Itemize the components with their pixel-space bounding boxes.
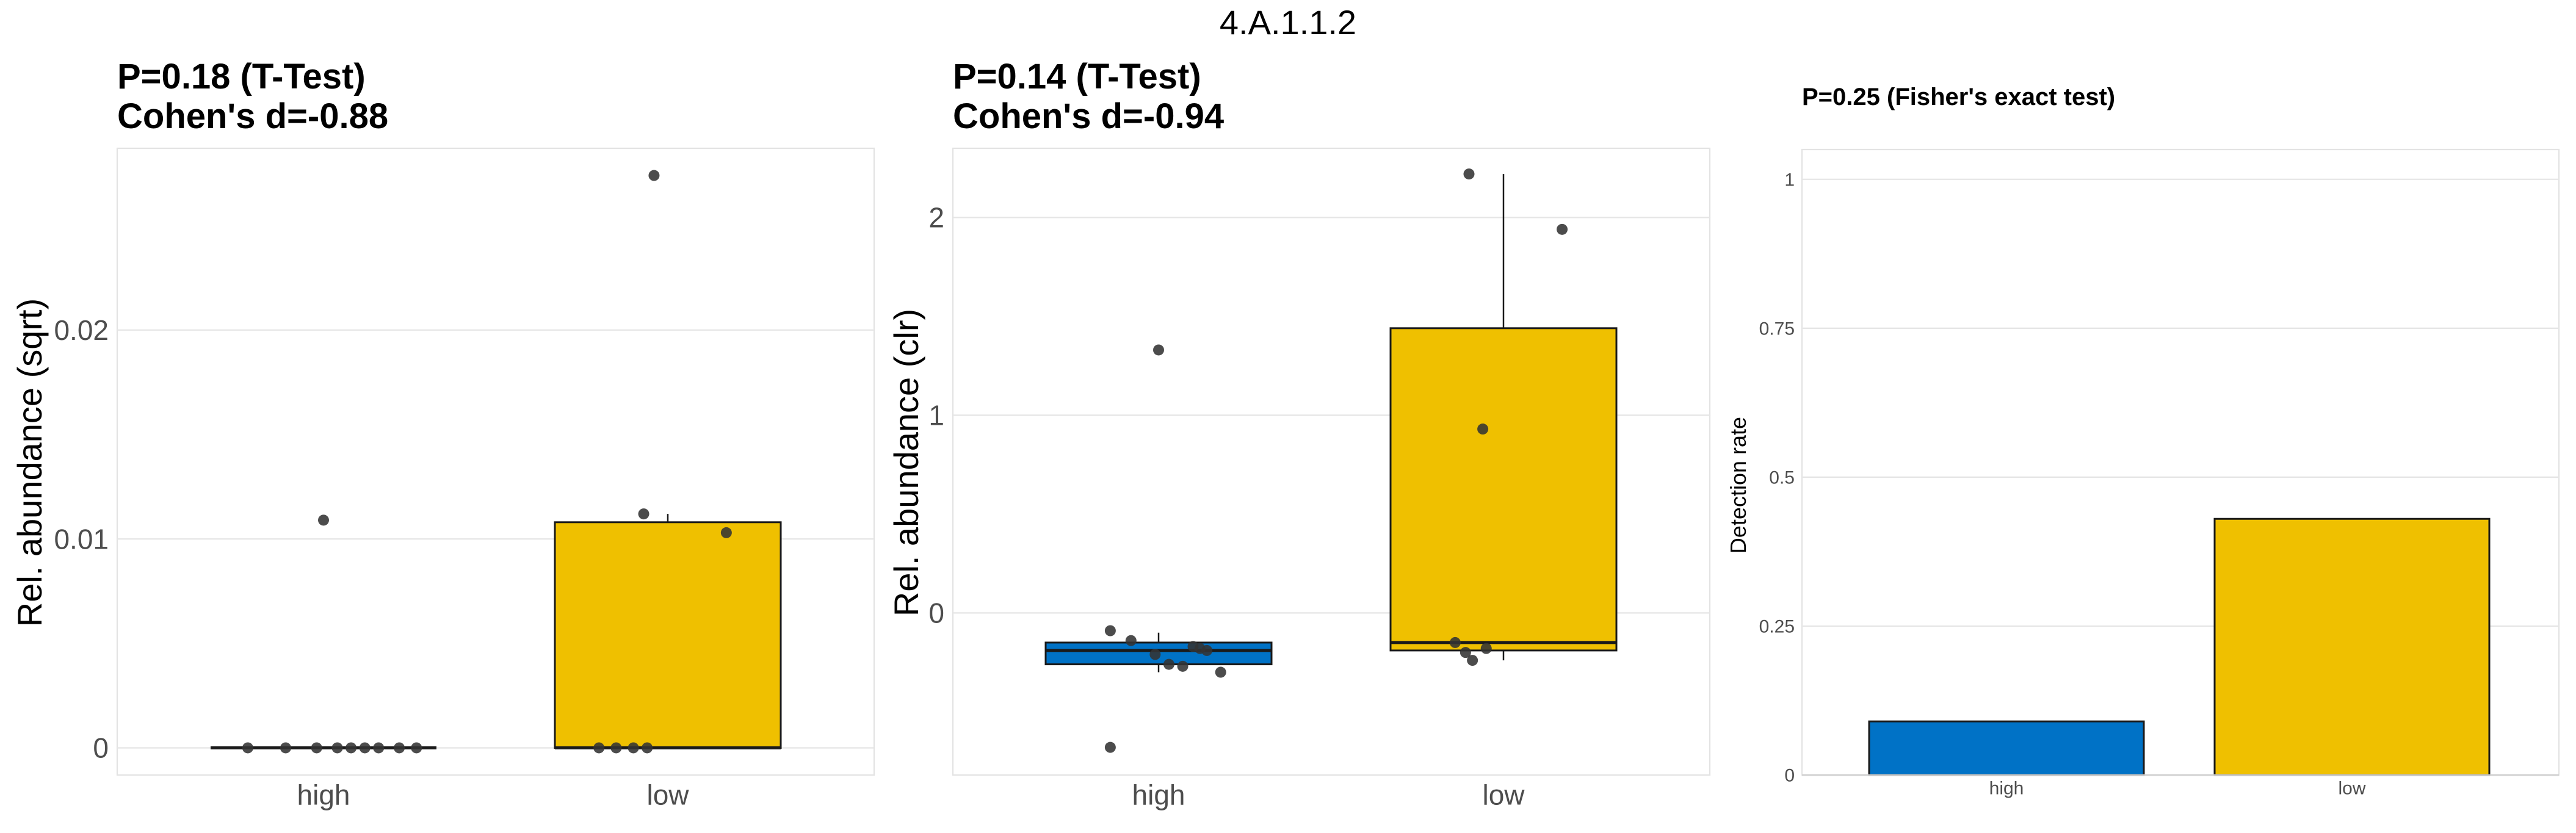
y-tick-label: 0.25 xyxy=(1759,616,1795,636)
data-point-high xyxy=(394,742,405,754)
box-low xyxy=(1389,327,1618,652)
y-tick-label: 0.5 xyxy=(1769,467,1795,488)
data-point-low xyxy=(638,508,649,520)
panel-1-ticks: 0 0.01 0.02 high low xyxy=(54,314,689,810)
data-point-low xyxy=(593,742,605,754)
data-point-high xyxy=(331,742,343,754)
y-tick-label: 0 xyxy=(928,597,944,629)
y-tick-label: 0 xyxy=(93,732,109,764)
data-point-high xyxy=(280,742,291,754)
data-point-low xyxy=(1467,655,1478,666)
data-point-high xyxy=(1215,666,1226,678)
data-point-low xyxy=(1460,647,1471,658)
y-tick-label: 2 xyxy=(928,201,944,233)
data-point-high xyxy=(242,742,253,754)
figure-title: 4.A.1.1.2 xyxy=(1220,3,1356,41)
data-point-high xyxy=(1149,649,1161,660)
data-point-high xyxy=(411,742,422,754)
data-point-high xyxy=(1153,344,1164,356)
x-tick-label-low: low xyxy=(1482,779,1525,810)
panel-relative-abundance-clr: P=0.14 (T-Test) Cohen's d=-0.94 Rel. abu… xyxy=(887,57,1711,810)
data-point-high xyxy=(1163,658,1174,670)
panel-2-plot-frame xyxy=(952,147,1711,776)
x-tick-label-high: high xyxy=(1989,779,2024,799)
y-tick-label: 0.02 xyxy=(54,314,109,346)
data-point-low xyxy=(1477,424,1489,435)
data-point-high xyxy=(318,514,329,526)
bar-low xyxy=(2213,517,2491,776)
data-point-high xyxy=(311,742,322,754)
data-point-low xyxy=(1449,636,1461,648)
panel-1-title-line-1: P=0.18 (T-Test) xyxy=(117,57,366,96)
panel-1-title-line-2: Cohen's d=-0.88 xyxy=(117,96,388,136)
data-point-low xyxy=(610,742,622,754)
panel-2-marks xyxy=(1044,168,1618,753)
y-tick-label: 0 xyxy=(1784,766,1795,786)
y-tick-label: 0.01 xyxy=(54,523,109,555)
panel-2-title-line-2: Cohen's d=-0.94 xyxy=(953,96,1224,136)
x-tick-label-low: low xyxy=(646,779,689,810)
data-point-low xyxy=(1557,223,1568,235)
y-tick-label: 1 xyxy=(928,399,944,431)
x-tick-label-high: high xyxy=(1132,779,1185,810)
data-point-high xyxy=(359,742,371,754)
panel-3-y-axis-label: Detection rate xyxy=(1726,417,1751,554)
data-point-low xyxy=(648,170,660,181)
data-point-high xyxy=(1201,644,1213,656)
x-tick-label-high: high xyxy=(297,779,350,810)
data-point-low xyxy=(1480,643,1492,654)
box-low xyxy=(554,521,782,749)
panel-1-plot-frame xyxy=(116,147,875,776)
panel-1-marks xyxy=(211,170,782,754)
panel-detection-rate: P=0.25 (Fisher's exact test) Detection r… xyxy=(1726,84,2560,799)
data-point-high xyxy=(1104,625,1116,636)
panel-relative-abundance-sqrt: P=0.18 (T-Test) Cohen's d=-0.88 Rel. abu… xyxy=(10,57,875,810)
data-point-high xyxy=(373,742,385,754)
panel-2-ticks: 0 1 2 high low xyxy=(928,201,1525,810)
data-point-low xyxy=(1463,168,1475,180)
x-tick-label-low: low xyxy=(2338,779,2365,799)
data-point-low xyxy=(628,742,639,754)
data-point-high xyxy=(1177,660,1189,672)
data-point-high xyxy=(1104,741,1116,753)
y-tick-label: 0.75 xyxy=(1759,319,1795,339)
data-point-low xyxy=(642,742,653,754)
panel-2-y-axis-label: Rel. abundance (clr) xyxy=(887,309,925,616)
panel-3-ticks: 0 0.25 0.5 0.75 1 high low xyxy=(1759,170,2366,798)
panel-3-title: P=0.25 (Fisher's exact test) xyxy=(1802,84,2115,110)
panel-3-marks xyxy=(1802,517,2559,776)
panel-2-title-line-1: P=0.14 (T-Test) xyxy=(953,57,1201,96)
y-tick-label: 1 xyxy=(1784,170,1795,190)
data-point-high xyxy=(1125,635,1137,646)
panel-1-y-axis-label: Rel. abundance (sqrt) xyxy=(10,298,49,627)
bar-high xyxy=(1868,720,2145,776)
data-point-high xyxy=(346,742,357,754)
data-point-low xyxy=(720,527,732,538)
